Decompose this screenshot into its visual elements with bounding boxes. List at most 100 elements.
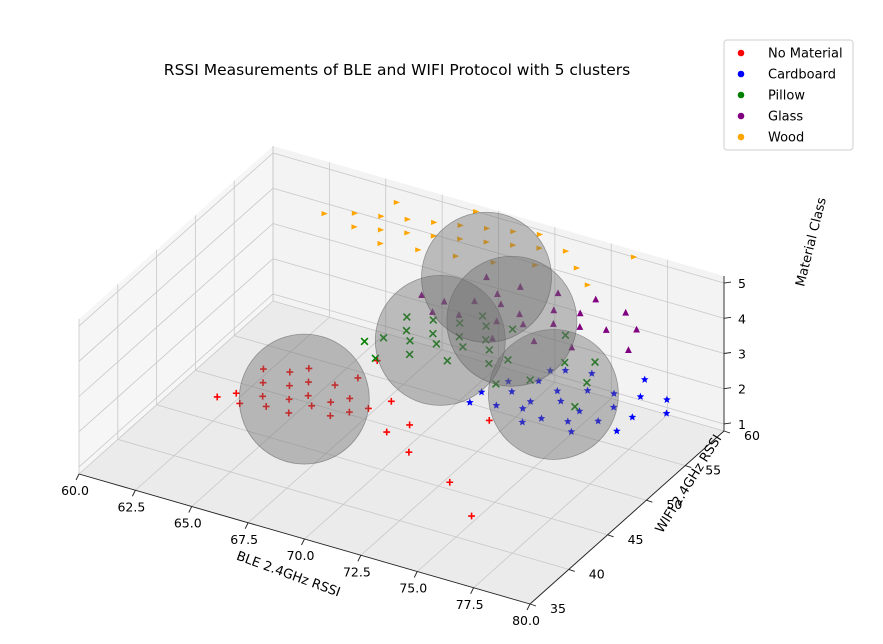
point-no-material — [259, 392, 267, 400]
legend-label-no-material: No Material — [768, 47, 843, 62]
y-tick-label: 55 — [705, 463, 721, 478]
grid-line-z-back — [272, 223, 725, 354]
y-axis-line — [529, 430, 725, 605]
point-wood — [510, 228, 517, 235]
x-tick-mark — [244, 522, 249, 529]
x-tick-label: 65.0 — [174, 516, 202, 531]
point-glass — [471, 297, 478, 305]
point-glass — [576, 323, 584, 330]
point-glass — [489, 334, 496, 342]
axis-lines — [75, 276, 732, 611]
x-tick-label: 80.0 — [512, 613, 540, 628]
point-pillow — [402, 313, 411, 321]
point-no-material — [286, 368, 294, 376]
point-wood — [457, 236, 464, 242]
point-wood — [473, 208, 480, 215]
point-cardboard — [609, 403, 618, 411]
x-tick-mark — [357, 555, 362, 562]
x-tick-label: 60.0 — [61, 483, 89, 498]
cluster-sphere-2 — [488, 329, 619, 460]
point-glass — [633, 325, 640, 333]
point-no-material — [326, 412, 334, 420]
point-wood — [393, 199, 401, 206]
point-cardboard — [662, 409, 671, 417]
y-tick-label: 40 — [589, 566, 605, 581]
point-cardboard — [594, 417, 602, 425]
point-pillow — [491, 379, 500, 388]
point-pillow — [443, 356, 452, 365]
z-tick-mark — [723, 316, 732, 319]
y-tick-mark — [646, 499, 653, 503]
grid-line-x-floor — [304, 365, 499, 540]
z-tick-label: 2 — [738, 382, 746, 397]
grid-line-y-floor — [195, 369, 647, 501]
point-glass — [622, 308, 630, 316]
point-pillow — [526, 376, 535, 384]
point-wood — [404, 216, 411, 222]
z-axis-label: Material Class — [793, 196, 830, 288]
point-pillow — [379, 333, 388, 342]
point-cardboard — [583, 386, 592, 394]
point-no-material — [446, 478, 454, 486]
x-tick-mark — [131, 490, 136, 497]
point-no-material — [213, 393, 221, 401]
point-glass — [516, 283, 524, 290]
point-pillow — [570, 402, 579, 411]
point-cardboard — [610, 389, 618, 397]
grid-line-x-floor — [78, 300, 274, 475]
y-tick-mark — [568, 568, 575, 572]
point-wood — [415, 247, 422, 253]
point-pillow — [508, 325, 517, 334]
grid-line-x-floor — [247, 349, 443, 524]
legend-marker-wood — [737, 133, 745, 141]
point-cardboard — [588, 369, 596, 377]
point-no-material — [346, 395, 354, 402]
point-no-material — [286, 382, 293, 390]
grid-line-z-left — [78, 293, 274, 468]
grid-line-y-floor — [117, 439, 569, 570]
point-no-material — [406, 421, 414, 429]
point-wood — [584, 282, 592, 288]
point-wood — [483, 225, 491, 232]
grid-line-y-floor — [156, 404, 608, 536]
point-cardboard — [508, 387, 516, 395]
point-pillow — [455, 319, 464, 328]
point-wood — [536, 231, 544, 238]
point-no-material — [468, 512, 475, 520]
point-cardboard — [537, 414, 546, 422]
z-tick-mark — [723, 422, 732, 425]
point-wood — [321, 211, 328, 217]
point-pillow — [432, 339, 441, 348]
legend-marker-cardboard — [737, 70, 745, 78]
point-cardboard — [504, 377, 513, 385]
point-no-material — [331, 381, 339, 389]
point-cardboard — [561, 366, 570, 374]
point-pillow — [482, 322, 491, 331]
point-cardboard — [663, 395, 671, 403]
point-cardboard — [477, 388, 486, 396]
point-wood — [351, 210, 359, 216]
point-no-material — [285, 395, 293, 403]
point-wood — [351, 224, 358, 230]
grid-line-y-floor — [234, 335, 686, 466]
point-cardboard — [640, 375, 649, 383]
point-no-material — [262, 403, 270, 410]
point-wood — [483, 239, 490, 245]
point-cardboard — [553, 387, 562, 395]
point-wood — [378, 213, 385, 219]
point-wood — [377, 240, 384, 247]
point-pillow — [582, 378, 591, 387]
z-tick-label: 4 — [738, 311, 746, 326]
x-tick-label: 62.5 — [117, 499, 145, 514]
point-glass — [550, 306, 558, 314]
y-tick-mark — [607, 534, 614, 538]
point-cardboard — [492, 401, 501, 409]
point-cardboard — [636, 392, 645, 400]
point-pillow — [458, 342, 467, 351]
point-glass — [493, 317, 501, 325]
point-cardboard — [557, 397, 565, 405]
x-tick-mark — [413, 571, 418, 578]
data-points — [213, 199, 671, 520]
